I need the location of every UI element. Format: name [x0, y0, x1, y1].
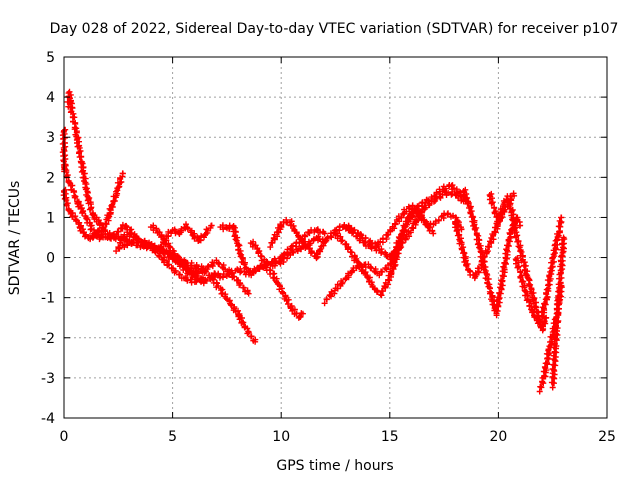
y-tick-label: -4 — [41, 411, 55, 427]
data-point-markers — [548, 234, 568, 391]
x-tick-label: 15 — [381, 429, 399, 445]
data-point-markers — [64, 88, 98, 221]
data-point-markers — [460, 186, 524, 319]
data-point-markers — [343, 188, 467, 261]
series-pass-21 — [512, 214, 565, 327]
series-pass-10 — [169, 254, 252, 297]
y-tick-label: -2 — [41, 331, 55, 347]
y-tick-label: 1 — [46, 210, 55, 226]
series-pass-19 — [460, 186, 524, 319]
x-tick-label: 20 — [489, 429, 507, 445]
y-tick-label: 0 — [46, 251, 55, 267]
x-tick-label: 25 — [598, 429, 616, 445]
x-tick-label: 5 — [168, 429, 177, 445]
data-points — [59, 88, 568, 395]
y-axis-label: SDTVAR / TECUs — [7, 181, 23, 296]
series-pass-9 — [156, 221, 215, 255]
y-tick-label: -3 — [41, 371, 55, 387]
x-axis-label: GPS time / hours — [276, 458, 393, 474]
data-point-markers — [115, 229, 207, 286]
y-tick-label: 5 — [46, 50, 55, 66]
x-tick-label: 10 — [272, 429, 290, 445]
series-pass-7 — [115, 229, 207, 286]
x-tick-label: 0 — [60, 429, 69, 445]
series-pass-23 — [548, 234, 568, 391]
plot-frame — [63, 56, 608, 419]
data-point-markers — [156, 221, 215, 255]
y-tick-label: 3 — [46, 130, 55, 146]
series-pass-3 — [64, 88, 98, 221]
y-tick-label: 4 — [46, 90, 55, 106]
chart-title: Day 028 of 2022, Sidereal Day-to-day VTE… — [50, 21, 619, 37]
series-pass-17 — [343, 188, 467, 261]
grid — [64, 57, 607, 418]
y-tick-label: 2 — [46, 170, 55, 186]
axis-ticks: 0 5 10 15 20 25 -4 -3 -2 -1 0 1 2 3 4 5 — [41, 50, 616, 445]
data-point-markers — [169, 254, 252, 297]
data-point-markers — [512, 214, 565, 327]
y-tick-label: -1 — [41, 291, 55, 307]
